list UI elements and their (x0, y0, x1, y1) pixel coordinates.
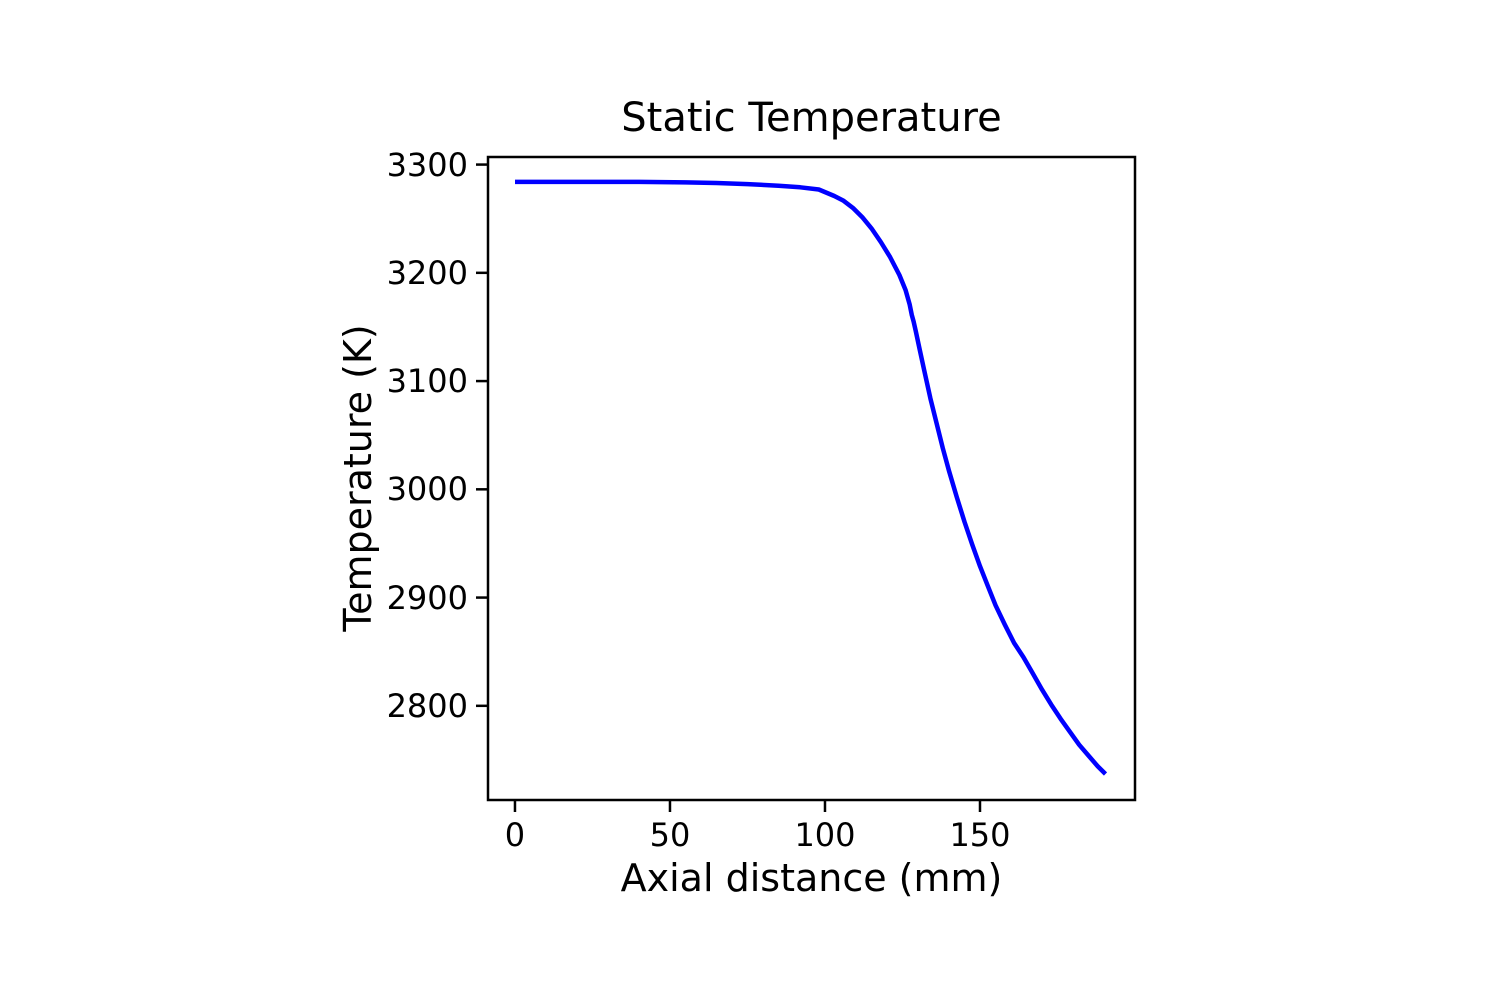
temperature-curve (515, 179, 1108, 776)
y-tick-label: 3100 (386, 362, 468, 401)
y-tick-label: 2900 (386, 578, 468, 617)
y-tick-label: 2800 (386, 686, 468, 725)
x-tick-label: 50 (649, 816, 691, 854)
x-tick-label: 0 (504, 816, 526, 854)
x-tick-label: 100 (794, 816, 856, 854)
plot-frame (486, 155, 1137, 802)
x-axis-label: Axial distance (mm) (620, 856, 1003, 900)
y-tick-label: 3300 (386, 145, 468, 184)
x-tick-label: 150 (949, 816, 1011, 854)
chart-title: Static Temperature (621, 95, 1002, 141)
y-tick-label: 3200 (386, 253, 468, 292)
y-tick-label: 3000 (386, 470, 468, 509)
